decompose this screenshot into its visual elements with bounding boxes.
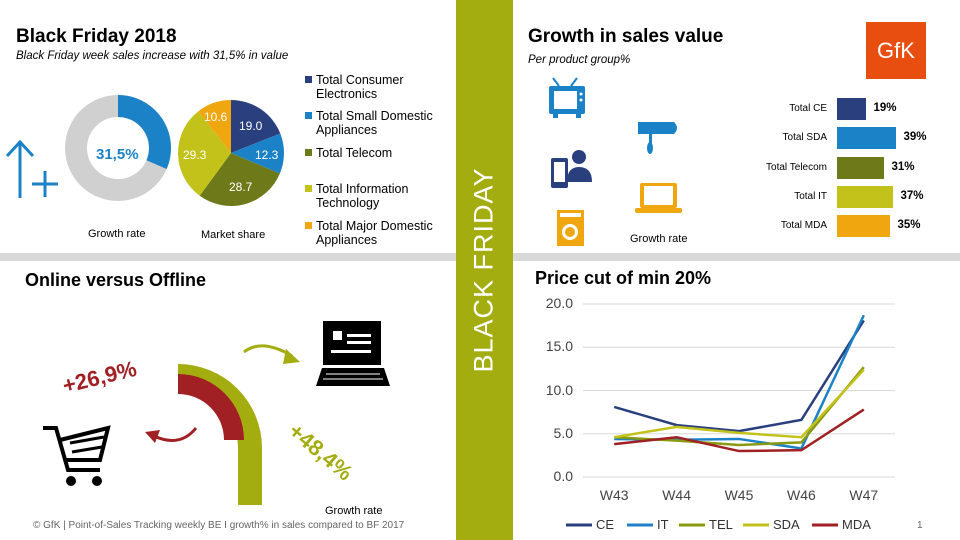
bar-label-mda: Total MDA	[780, 220, 827, 231]
y-tick-label: 5.0	[553, 424, 573, 441]
legend-item-sda: Total Small Domestic Appliances	[305, 109, 466, 137]
growth-bar	[837, 127, 896, 149]
series-line-it	[614, 314, 865, 450]
growth-bar-value: 37%	[900, 190, 924, 202]
donut-caption: Growth rate	[88, 228, 146, 240]
laptop-icon	[635, 183, 682, 213]
center-banner	[456, 0, 513, 540]
page-number: 1	[917, 520, 923, 531]
pie-slice	[198, 100, 231, 153]
pie-label-sda: 12.3	[255, 148, 279, 162]
pie-label-mda: 10.6	[204, 110, 228, 124]
series-line-ce	[613, 319, 865, 433]
online-value: +48,4%	[283, 418, 358, 486]
bar-label-it: Total IT	[794, 191, 827, 202]
online-caption: Growth rate	[325, 505, 383, 517]
cart-icon	[43, 425, 111, 472]
legend-item-tel: Total Telecom	[305, 146, 466, 160]
growth-bar	[837, 186, 893, 208]
growth-subtitle: Per product group%	[528, 54, 631, 66]
legend-item-it: Total Information Technology	[305, 182, 466, 210]
x-tick-label: W45	[724, 487, 754, 503]
growth-bar-value: 35%	[897, 219, 921, 231]
page-title: Black Friday 2018	[16, 26, 177, 47]
y-tick-label: 20.0	[545, 295, 573, 311]
chart-legend-label: SDA	[773, 517, 800, 532]
pie-caption: Market share	[201, 229, 266, 241]
chart-legend-label: TEL	[709, 517, 733, 532]
page-subtitle: Black Friday week sales increase with 31…	[16, 50, 289, 62]
legend-label: Total Telecom	[316, 146, 393, 160]
bar-label-tel: Total Telecom	[766, 162, 827, 173]
phone-person-icon	[551, 150, 592, 188]
chart-legend-label: CE	[596, 517, 615, 532]
washing-machine-icon	[557, 210, 584, 246]
banner-text: BLACK FRIDAY	[468, 167, 499, 373]
legend-swatch	[305, 112, 312, 119]
legend-swatch	[305, 149, 312, 156]
bar-label-ce: Total CE	[789, 103, 827, 114]
growth-bar-value: 39%	[903, 131, 927, 143]
series-line-mda	[614, 408, 865, 453]
growth-bar	[837, 98, 866, 120]
footer-source: © GfK | Point-of-Sales Tracking weekly B…	[33, 520, 405, 531]
computer-icon	[316, 321, 390, 386]
growth-bar-value: 19%	[873, 102, 897, 114]
legend-swatch	[305, 222, 312, 229]
x-tick-label: W47	[849, 487, 879, 503]
series-line-sda	[613, 368, 865, 439]
y-tick-label: 10.0	[545, 381, 573, 398]
legend-swatch	[305, 76, 312, 83]
tv-icon	[549, 77, 585, 118]
y-tick-label: 15.0	[545, 338, 573, 355]
chart-legend-label: IT	[657, 517, 669, 532]
growth-bar	[837, 157, 884, 179]
x-tick-label: W43	[599, 487, 629, 503]
legend-item-mda: Total Major Domestic Appliances	[305, 219, 466, 247]
offline-value: +26,9%	[60, 355, 140, 399]
legend-label: Total Information Technology	[316, 182, 409, 210]
pie-label-it: 29.3	[183, 148, 207, 162]
gfk-logo: GfK	[866, 22, 926, 79]
growth-bar	[837, 215, 890, 237]
y-tick-label: 0.0	[553, 468, 573, 484]
series-line-tel	[614, 366, 865, 447]
bar-label-sda: Total SDA	[782, 132, 827, 143]
x-tick-label: W46	[786, 487, 816, 503]
legend-label: Total Small Domestic Appliances	[316, 109, 433, 137]
mixer-icon	[638, 122, 677, 154]
donut-value: 31,5%	[96, 146, 139, 163]
legend-label: Total Major Domestic Appliances	[316, 219, 433, 247]
online-title: Online versus Offline	[25, 270, 207, 290]
pie-label-tel: 28.7	[229, 180, 253, 194]
legend-label: Total Consumer Electronics	[316, 73, 404, 101]
growth-title: Growth in sales value	[528, 26, 724, 47]
chart-legend-label: MDA	[842, 517, 871, 532]
icons-caption: Growth rate	[630, 233, 688, 245]
chart-title: Price cut of min 20%	[535, 268, 712, 288]
growth-bar-value: 31%	[891, 161, 915, 173]
x-tick-label: W44	[662, 487, 691, 503]
legend-swatch	[305, 185, 312, 192]
pie-label-ce: 19.0	[239, 119, 263, 133]
gfk-logo-text: GfK	[877, 38, 915, 63]
legend-item-ce: Total Consumer Electronics	[305, 73, 466, 101]
